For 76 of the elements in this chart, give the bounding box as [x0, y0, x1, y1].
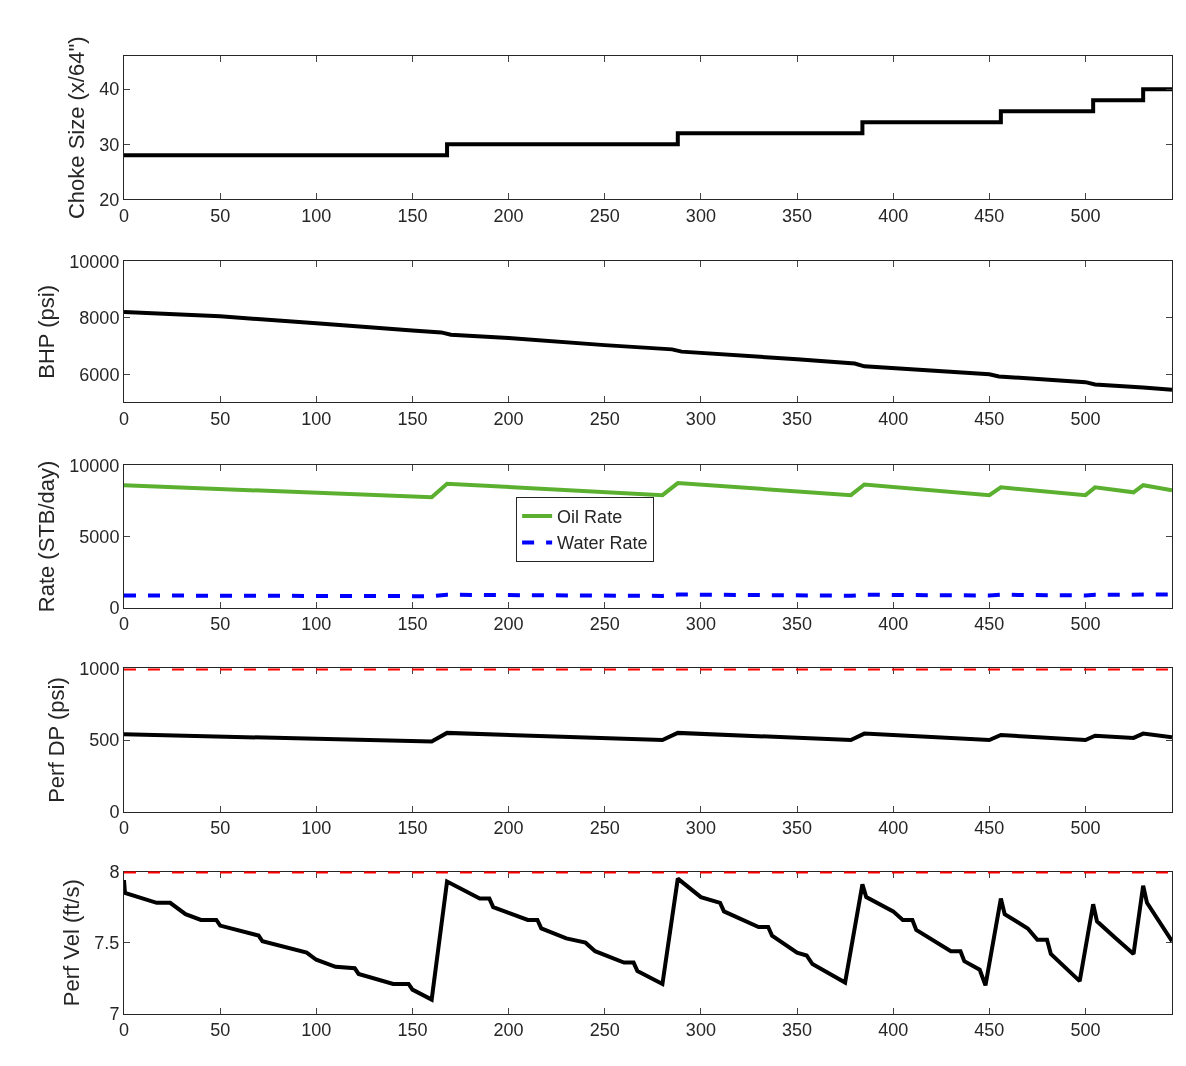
y-tick-label: 8000 [79, 308, 120, 329]
line-series [124, 481, 1172, 500]
x-tick-label: 450 [974, 205, 1005, 226]
y-tick-label: 6000 [79, 364, 120, 385]
y-tick-label: 7.5 [94, 932, 120, 953]
y-tick-label: 10000 [69, 251, 120, 272]
legend-label: Oil Rate [557, 507, 623, 528]
x-tick-label: 400 [878, 818, 909, 839]
x-tick-label: 450 [974, 1020, 1005, 1041]
y-tick-label: 8 [109, 861, 120, 882]
x-tick-label: 300 [685, 1020, 716, 1041]
x-tick-label: 100 [301, 818, 332, 839]
x-tick-label: 50 [210, 818, 231, 839]
x-tick-label: 200 [493, 205, 524, 226]
x-tick-label: 100 [301, 205, 332, 226]
x-tick-label: 450 [974, 409, 1005, 430]
x-tick-label: 450 [974, 818, 1005, 839]
x-tick-label: 150 [397, 818, 428, 839]
x-tick-label: 50 [210, 614, 231, 635]
x-tick-label: 50 [210, 1020, 231, 1041]
x-tick-label: 300 [685, 205, 716, 226]
x-tick-label: 500 [1070, 409, 1101, 430]
x-tick-label: 500 [1070, 614, 1101, 635]
y-tick-label: 7 [109, 1004, 120, 1025]
y-tick-label: 30 [99, 134, 120, 155]
y-tick-label: 5000 [79, 526, 120, 547]
x-tick-label: 400 [878, 1020, 909, 1041]
x-tick-label: 150 [397, 614, 428, 635]
y-axis-title: Rate (STB/day) [34, 460, 60, 613]
y-tick-label: 0 [109, 597, 120, 618]
legend-label: Water Rate [557, 533, 648, 554]
x-tick-label: 150 [397, 205, 428, 226]
x-tick-label: 300 [685, 409, 716, 430]
x-tick-label: 200 [493, 409, 524, 430]
x-tick-label: 200 [493, 614, 524, 635]
line-series [124, 730, 1172, 744]
x-tick-label: 500 [1070, 818, 1101, 839]
x-tick-label: 500 [1070, 205, 1101, 226]
x-tick-label: 300 [685, 818, 716, 839]
y-tick-label: 10000 [69, 455, 120, 476]
x-tick-label: 200 [493, 818, 524, 839]
x-tick-label: 350 [782, 614, 813, 635]
x-tick-label: 500 [1070, 1020, 1101, 1041]
y-axis-title: BHP (psi) [34, 284, 60, 379]
y-tick-label: 40 [99, 79, 120, 100]
y-tick-label: 20 [99, 189, 120, 210]
x-tick-label: 150 [397, 409, 428, 430]
x-tick-label: 400 [878, 614, 909, 635]
x-tick-label: 400 [878, 205, 909, 226]
x-tick-label: 200 [493, 1020, 524, 1041]
y-tick-label: 0 [109, 801, 120, 822]
x-tick-label: 250 [589, 1020, 620, 1041]
line-series [124, 310, 1172, 392]
y-axis-title: Perf Vel (ft/s) [59, 879, 85, 1007]
x-tick-label: 250 [589, 409, 620, 430]
x-tick-label: 350 [782, 205, 813, 226]
x-tick-label: 400 [878, 409, 909, 430]
x-tick-label: 100 [301, 409, 332, 430]
x-tick-label: 350 [782, 1020, 813, 1041]
x-tick-label: 350 [782, 409, 813, 430]
line-series [124, 876, 1172, 1002]
x-tick-label: 350 [782, 818, 813, 839]
x-tick-label: 50 [210, 409, 231, 430]
y-tick-label: 1000 [79, 658, 120, 679]
x-tick-label: 250 [589, 205, 620, 226]
x-tick-label: 250 [589, 614, 620, 635]
x-tick-label: 450 [974, 614, 1005, 635]
y-axis-title: Choke Size (x/64") [64, 36, 90, 220]
y-axis-title: Perf DP (psi) [44, 677, 70, 803]
x-tick-label: 100 [301, 614, 332, 635]
x-tick-label: 250 [589, 818, 620, 839]
x-tick-label: 300 [685, 614, 716, 635]
y-tick-label: 500 [89, 730, 120, 751]
x-tick-label: 100 [301, 1020, 332, 1041]
x-tick-label: 50 [210, 205, 231, 226]
x-tick-label: 150 [397, 1020, 428, 1041]
